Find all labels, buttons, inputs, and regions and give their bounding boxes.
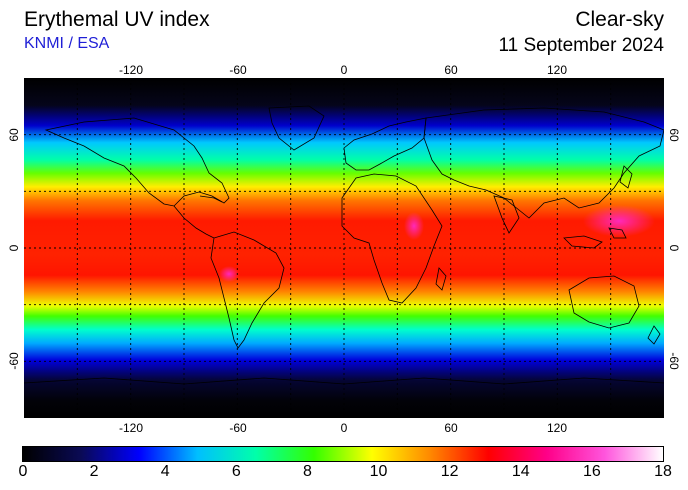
colorbar-tick-label: 6: [231, 463, 241, 480]
colorbar-tick-label: 8: [302, 463, 312, 480]
lon-tick-bottom-5: 120: [546, 421, 568, 435]
lat-tick-left-2: 0: [7, 244, 21, 252]
credit-label: KNMI / ESA: [24, 35, 110, 52]
lon-tick-bottom-2: -60: [229, 421, 247, 435]
lon-tick-bottom-1: -120: [118, 421, 144, 435]
uv-maximum-region: [404, 212, 424, 240]
graticule: [24, 78, 664, 418]
colorbar-tick-label: 14: [511, 463, 530, 480]
lat-tick-right-1: 60: [667, 128, 681, 142]
map-title: Erythemal UV index: [24, 8, 210, 31]
colorbar-tick-label: 2: [89, 463, 99, 480]
lon-tick-top-5: 120: [546, 63, 568, 77]
lon-tick-top-2: -60: [229, 63, 247, 77]
lat-tick-left-1: 60: [7, 128, 21, 142]
date-label: 11 September 2024: [498, 35, 665, 56]
uv-maximum-region: [583, 205, 655, 237]
uv-maximum-region: [219, 266, 239, 282]
lon-tick-bottom-3: 0: [340, 421, 348, 435]
colorbar-tick-label: 10: [369, 463, 388, 480]
colorbar-tick-label: 12: [440, 463, 459, 480]
lat-tick-right-2: 0: [667, 244, 681, 252]
lat-tick-left-3: -60: [7, 352, 21, 370]
colorbar-tick-label: 18: [654, 463, 672, 480]
colorbar-tick-label: 4: [160, 463, 170, 480]
colorbar-tick-label: 0: [18, 463, 28, 480]
lon-tick-top-4: 60: [444, 63, 458, 77]
lon-tick-bottom-4: 60: [444, 421, 458, 435]
lon-tick-top-1: -120: [118, 63, 144, 77]
lon-tick-top-3: 0: [340, 63, 348, 77]
colorbar-tick-label: 16: [582, 463, 601, 480]
uv-index-map[interactable]: [24, 78, 664, 418]
uv-index-colorbar: [22, 446, 664, 462]
product-label: Clear-sky: [575, 8, 664, 31]
lat-tick-right-3: -60: [667, 352, 681, 370]
uv-map-graphic: [24, 78, 664, 418]
